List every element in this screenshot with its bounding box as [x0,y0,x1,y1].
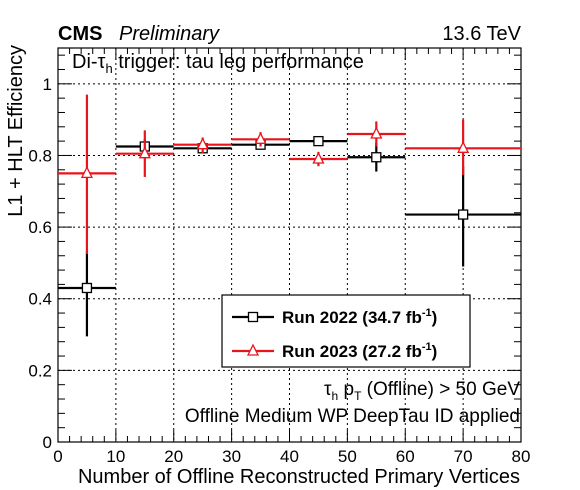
id-annotation: Offline Medium WP DeepTau ID applied [185,406,520,427]
y-tick-label: 0.6 [28,218,52,237]
y-tick-label: 1 [43,75,52,94]
data-point [289,151,348,167]
series-2023 [58,94,521,254]
x-tick-label: 40 [280,447,299,466]
x-tick-label: 10 [106,447,125,466]
data-marker [371,152,382,163]
legend-symbol-2023 [232,343,274,356]
x-tick-label: 20 [164,447,183,466]
data-point [115,130,174,177]
legend-box [221,294,471,368]
data-point [58,94,116,254]
x-tick-label: 80 [512,447,531,466]
energy-label: 13.6 TeV [442,23,521,45]
x-axis-title: Number of Offline Reconstructed Primary … [78,466,520,488]
y-axis-title: L1 + HLT Efficiency [5,45,27,217]
axis-ticks [57,48,522,443]
legend: Run 2022 (34.7 fb-1) Run 2023 (27.2 fb-1… [221,294,471,368]
data-marker [312,151,325,164]
pt-cut-annotation: τh pT (Offline) > 50 GeV [324,379,520,403]
data-marker [313,135,324,147]
x-tick-label: 50 [338,447,357,466]
x-tick-label: 30 [222,447,241,466]
legend-marker [247,311,259,323]
y-tick-label: 0.2 [28,361,52,380]
data-marker [138,146,151,159]
legend-label-2023: Run 2023 (27.2 fb-1) [282,341,437,361]
data-marker [81,282,93,294]
data-point [405,166,521,267]
cms-label: CMS [58,23,102,45]
data-marker [457,140,470,153]
data-point [405,119,521,176]
y-tick-label: 0.4 [28,290,52,309]
legend-label-2022: Run 2022 (34.7 fb-1) [282,307,437,327]
legend-symbol-2022 [232,311,274,323]
x-tick-labels: 0 10 20 30 40 50 60 70 80 [53,447,530,466]
x-tick-label: 0 [53,447,62,466]
data-point [58,252,116,337]
x-tick-label: 70 [454,447,473,466]
data-series [58,94,521,337]
data-marker [80,165,93,179]
data-marker [370,126,383,139]
data-point [347,142,406,172]
data-marker [254,131,267,144]
y-tick-label: 0 [43,433,52,452]
y-tick-labels: 0 0.2 0.4 0.6 0.8 1 [28,75,52,452]
data-point [231,131,290,147]
chart-title: Di-τh trigger: tau leg performance [72,51,364,76]
data-marker [196,137,209,150]
data-point [173,137,232,154]
data-marker [457,209,469,220]
grid-lines [58,48,521,442]
x-tick-label: 60 [396,447,415,466]
data-point [289,135,348,147]
data-point [347,121,406,147]
preliminary-label: Preliminary [119,23,220,45]
legend-marker [246,343,260,356]
y-tick-label: 0.8 [28,146,52,165]
